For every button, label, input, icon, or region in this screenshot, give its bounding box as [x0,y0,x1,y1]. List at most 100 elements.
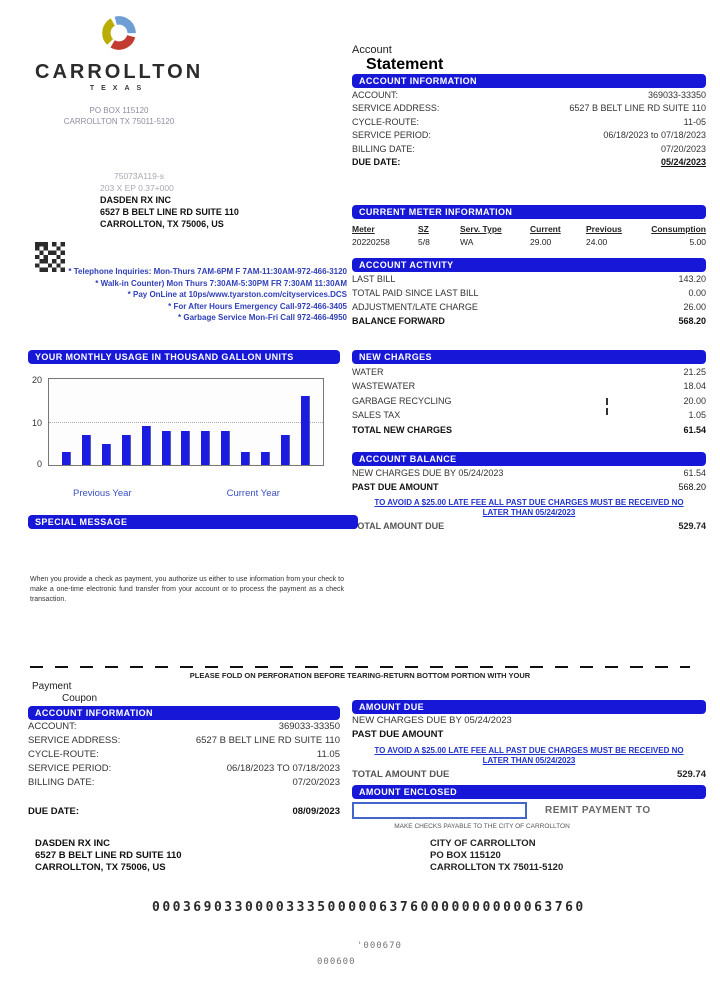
new-charges-due-label: NEW CHARGES DUE BY 05/24/2023 [352,468,504,478]
meter-table-header-row: Meter SZ Serv. Type Current Previous Con… [352,224,706,234]
remit-to-address: CITY OF CARROLLTON PO BOX 115120 CARROLL… [430,838,563,874]
last-bill-row: LAST BILL 143.20 [352,273,706,286]
usage-bar [201,430,211,465]
payment-word: Payment [32,681,72,692]
total-new-charges-value: 61.54 [683,424,706,435]
new-charges-due-value: 61.54 [683,468,706,478]
balance-forward-label: BALANCE FORWARD [352,316,445,326]
last-bill-label: LAST BILL [352,274,396,284]
coupon-account-label: ACCOUNT: [28,721,77,732]
remit-addr-line-1: CITY OF CARROLLTON [430,838,536,849]
meter-number: 20220258 [352,237,390,247]
total-paid-label: TOTAL PAID SINCE LAST BILL [352,288,479,298]
due-date-row: DUE DATE: 05/24/2023 [352,156,706,169]
wastewater-label: WASTEWATER [352,381,416,391]
water-value: 21.25 [683,366,706,377]
qr-code-icon [35,242,65,272]
amount-enclosed-header: AMOUNT ENCLOSED [352,785,706,799]
remit-payment-to-label: REMIT PAYMENT TO [545,805,651,816]
account-row: ACCOUNT: 369033-33350 [352,89,706,102]
customer-return-address: DASDEN RX INC 6527 B BELT LINE RD SUITE … [35,838,182,874]
service-address-value: 6527 B BELT LINE RD SUITE 110 [569,103,706,113]
contact-line-walkin: * Walk-in Counter) Mon Thurs 7:30AM-5:30… [95,278,347,288]
usage-bar [101,443,111,465]
return-addr-line-2: 6527 B BELT LINE RD SUITE 110 [35,850,182,861]
contact-line-garbage: * Garbage Service Mon-Fri Call 972-466-4… [178,313,347,322]
billing-date-row: BILLING DATE: 07/20/2023 [352,143,706,156]
scan-artifact [606,398,608,405]
account-information-section: ACCOUNT INFORMATION ACCOUNT: 369033-3335… [352,74,706,169]
sales-tax-label: SALES TAX [352,410,401,420]
remit-addr-line-2: PO BOX 115120 [430,850,501,861]
contact-line-emergency: * For After Hours Emergency Call-972-466… [168,301,347,311]
coupon-cycle-route-value: 11.05 [316,749,340,760]
coupon-account-information-section: ACCOUNT INFORMATION ACCOUNT: 369033-3335… [28,706,340,819]
statement-heading: Account Statement [352,44,443,74]
usage-bar [241,452,251,465]
new-charges-due-row: NEW CHARGES DUE BY 05/24/2023 61.54 [352,467,706,480]
amount-enclosed-row: REMIT PAYMENT TO [352,802,706,819]
sz-col-header: SZ [418,224,429,234]
micr-scanline: 0003690330000333500000637600000000000637… [152,900,586,915]
current-meter-section: CURRENT METER INFORMATION Meter SZ Serv.… [352,205,706,247]
total-new-charges-row: TOTAL NEW CHARGES 61.54 [352,424,706,437]
consumption-col-header: Consumption [651,224,706,234]
coupon-past-due-row: PAST DUE AMOUNT [352,728,706,742]
water-row: WATER 21.25 [352,366,706,379]
customer-address-1: 6527 B BELT LINE RD SUITE 110 [100,207,239,217]
usage-bar [161,430,171,465]
total-amount-due-row: TOTAL AMOUNT DUE 529.74 [352,520,706,533]
coupon-word: Coupon [62,693,98,704]
sales-tax-row: SALES TAX 1.05 [352,409,706,422]
coupon-total-amount-due-label: TOTAL AMOUNT DUE [352,769,450,780]
mail-code-1: 75073A119-s [114,171,164,181]
previous-year-label: Previous Year [73,488,132,499]
fold-instruction: PLEASE FOLD ON PERFORATION BEFORE TEARIN… [189,671,531,680]
customer-address-2: CARROLLTON, TX 75006, US [100,219,224,229]
usage-bar [221,430,231,465]
total-paid-value: 0.00 [688,288,706,298]
logo-city-name: CARROLLTON [35,61,204,83]
usage-bar [300,396,310,465]
mailing-address-block: 75073A119-s 203 X EP 0.37+000 DASDEN RX … [100,170,239,230]
service-address-label: SERVICE ADDRESS: [352,103,440,113]
cycle-route-value: 11-05 [683,116,706,127]
service-period-value: 06/18/2023 to 07/18/2023 [603,130,706,140]
perforation-line [30,666,690,668]
usage-bar [121,434,131,465]
heading-account-word: Account [352,44,392,56]
coupon-billing-date-value: 07/20/2023 [292,777,340,788]
past-due-value: 568.20 [678,482,706,492]
garbage-recycling-row: GARBAGE RECYCLING 20.00 [352,395,706,408]
usage-bar [62,452,71,465]
amount-enclosed-input[interactable] [352,802,527,819]
mail-code-2: 203 X EP 0.37+000 [100,183,174,193]
coupon-new-charges-due-label: NEW CHARGES DUE BY 05/24/2023 [352,715,512,726]
adjustment-row: ADJUSTMENT/LATE CHARGE 26.00 [352,301,706,314]
bottom-code-1: '000670 [357,941,402,951]
late-fee-warning: TO AVOID A $25.00 LATE FEE ALL PAST DUE … [374,498,684,517]
account-activity-section: ACCOUNT ACTIVITY LAST BILL 143.20 TOTAL … [352,258,706,328]
adjustment-label: ADJUSTMENT/LATE CHARGE [352,302,478,312]
coupon-due-date-row: DUE DATE: 08/09/2023 [28,805,340,819]
coupon-service-address-value: 6527 B BELT LINE RD SUITE 110 [195,735,340,746]
gridline-10 [49,422,323,423]
coupon-amount-due-section: AMOUNT DUE NEW CHARGES DUE BY 05/24/2023… [352,700,706,830]
cycle-route-label: CYCLE-ROUTE: [352,116,420,127]
special-message-section: SPECIAL MESSAGE [28,515,358,529]
meter-serv-type: WA [460,237,474,247]
past-due-label: PAST DUE AMOUNT [352,482,439,492]
meter-consumption: 5.00 [689,237,706,247]
usage-bar [141,426,151,465]
coupon-new-charges-due-row: NEW CHARGES DUE BY 05/24/2023 [352,714,706,728]
total-paid-row: TOTAL PAID SINCE LAST BILL 0.00 [352,287,706,300]
customer-name: DASDEN RX INC [100,195,172,205]
past-due-row: PAST DUE AMOUNT 568.20 [352,481,706,494]
scan-artifact [606,408,608,415]
coupon-account-value: 369033-33350 [278,721,340,732]
total-amount-due-label: TOTAL AMOUNT DUE [352,521,445,531]
total-amount-due-value: 529.74 [678,521,706,531]
current-year-label: Current Year [226,488,280,499]
water-label: WATER [352,366,384,377]
